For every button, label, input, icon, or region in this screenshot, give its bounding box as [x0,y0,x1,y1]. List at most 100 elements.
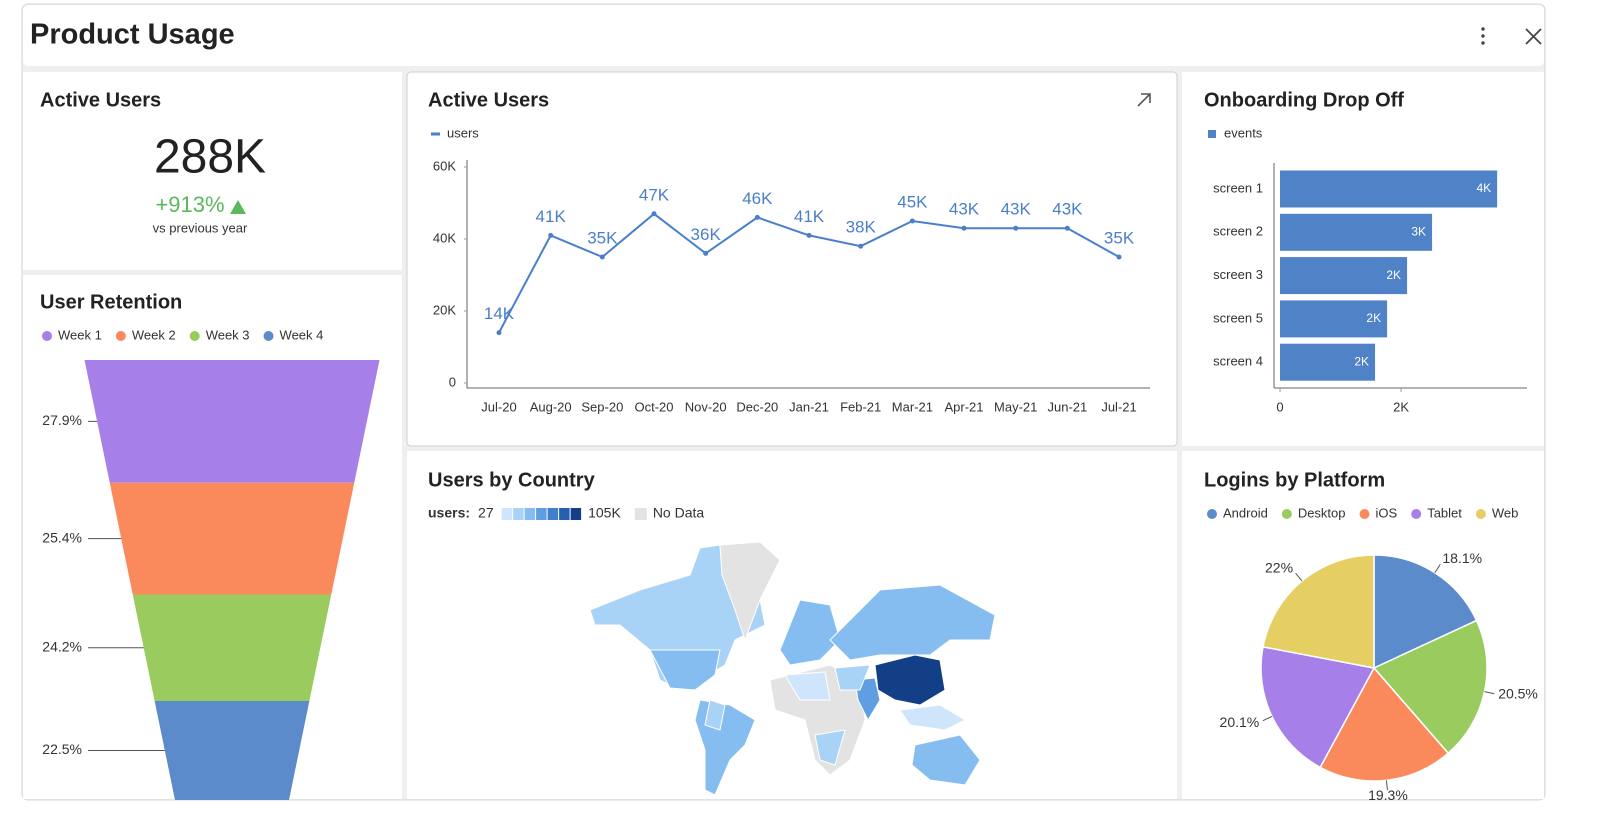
kpi-change: +913% [155,192,224,217]
pie-slice [1260,645,1376,769]
bar [1280,343,1376,381]
legend-label: Week 2 [132,327,176,342]
bar [1280,170,1498,208]
y-tick-label: screen 4 [1213,354,1263,369]
header-bar [23,5,1544,66]
legend-swatch [263,331,274,341]
legend-max: 105K [588,505,621,521]
x-tick-label: Jul-21 [1101,399,1136,414]
data-label: 2K [1366,311,1381,325]
bar [1280,257,1408,295]
point [806,232,812,238]
panel-title: Logins by Platform [1204,469,1385,491]
point [1064,225,1070,231]
pie-slice [1372,619,1488,755]
no-data-swatch [634,508,647,520]
point [1116,254,1122,260]
funnel-segment [84,360,380,483]
legend-label: No Data [653,505,705,521]
point [1013,225,1019,231]
color-scale-step [536,508,547,520]
data-label: 19.3% [1368,787,1408,803]
x-tick-label: Aug-20 [530,399,572,414]
panel-title: Active Users [40,89,161,111]
data-label: 27.9% [42,412,82,428]
legend-label: iOS [1376,505,1398,520]
y-tick-label: 0 [449,374,456,389]
expand-button[interactable] [1137,93,1151,107]
legend-label: Web [1492,505,1519,520]
point [703,250,709,256]
data-label: 2K [1386,268,1401,282]
leader-line [1385,780,1388,791]
point [754,214,760,220]
legend-label: Week 3 [206,327,250,342]
color-scale-step [547,508,559,520]
data-label: 36K [691,225,722,244]
leader-line [1434,564,1441,574]
data-label: 14K [484,304,515,323]
legend-swatch [1475,509,1486,519]
data-label: 46K [742,189,773,208]
color-scale-step [559,508,570,520]
funnel-segment [132,594,332,701]
panel-title: Active Users [428,89,549,111]
x-tick-label: Apr-21 [945,399,984,414]
point [961,225,967,231]
data-label: 35K [587,228,618,247]
close-button[interactable] [1525,28,1542,45]
x-tick-label: Dec-20 [736,399,778,414]
legend-swatch [42,331,52,341]
x-tick-label: Feb-21 [840,399,881,414]
up-arrow [230,200,246,214]
data-label: 41K [536,207,567,226]
funnel-segment [109,482,355,595]
data-label: 43K [1001,200,1032,219]
point [599,254,605,260]
data-label: 2K [1354,354,1369,368]
y-tick-label: 20K [433,302,456,317]
data-label: 20.5% [1498,686,1538,702]
panel-title: User Retention [40,291,182,313]
point [651,211,657,217]
x-tick-label: Sep-20 [581,399,623,414]
data-label: 38K [846,218,877,237]
data-label: 22% [1265,559,1293,575]
legend-label: Tablet [1427,505,1462,520]
x-tick-label: Jun-21 [1047,399,1087,414]
dashboard-title: Product Usage [30,19,235,51]
panel[interactable] [406,71,1178,447]
panel-title: Users by Country [428,469,596,491]
data-label: 3K [1411,224,1426,238]
y-tick-label: 60K [433,158,456,173]
legend-min: 27 [478,505,494,521]
legend-label: users [447,125,479,140]
menu-button[interactable] [1481,27,1485,45]
legend-swatch [1208,130,1216,138]
data-label: 22.5% [42,741,82,757]
y-tick-label: screen 3 [1213,267,1263,282]
color-scale-step [513,508,524,520]
data-label: 25.4% [42,529,82,545]
data-label: 4K [1476,181,1491,195]
bar [1280,300,1388,338]
x-tick-label: Nov-20 [685,399,727,414]
legend-title: users: [428,505,470,521]
data-label: 20.1% [1220,714,1260,730]
legend-swatch [1207,509,1217,519]
data-label: 18.1% [1442,550,1482,566]
data-label: 35K [1104,228,1135,247]
x-tick-label: Mar-21 [892,399,933,414]
legend-label: Android [1223,505,1268,520]
y-tick-label: screen 2 [1213,224,1263,239]
color-scale-step [570,508,582,520]
chart-layer: Week 1 Week 2 Week 3 Week 4 27.9% 25.4% 24.2% 2… [42,125,1538,803]
data-label: 43K [1052,200,1083,219]
legend-label: events [1224,125,1263,140]
point [858,243,864,249]
y-tick-label: 40K [433,230,456,245]
legend-swatch [1359,509,1370,519]
leader-line [1484,691,1495,695]
